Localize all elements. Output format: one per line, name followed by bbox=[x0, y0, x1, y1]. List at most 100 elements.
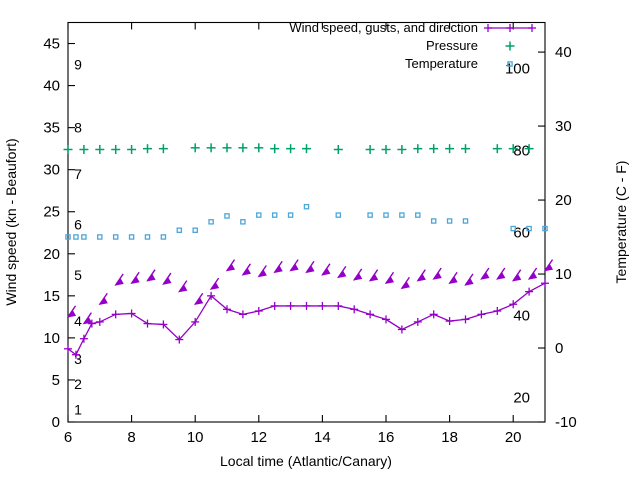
fahrenheit-scale-labels: 20 40 60 80 100 bbox=[505, 60, 530, 406]
wind-direction-arrowhead bbox=[480, 272, 490, 280]
wind-direction-arrowhead bbox=[130, 276, 140, 285]
data-point-marker bbox=[542, 225, 548, 232]
bottom-axis-ticks bbox=[67, 22, 514, 422]
legend-label: Pressure bbox=[426, 38, 478, 53]
data-point-marker bbox=[97, 234, 103, 240]
wind-direction-arrowhead bbox=[416, 273, 426, 282]
data-point-marker bbox=[367, 212, 373, 218]
y-axis-title: Wind speed (kn - Beaufort) bbox=[3, 138, 19, 305]
data-point-marker bbox=[287, 212, 294, 218]
wind-direction-arrowhead bbox=[336, 270, 347, 279]
data-point-marker bbox=[399, 212, 405, 218]
right-tick-label: 40 bbox=[555, 44, 572, 61]
wind-direction-arrowhead bbox=[257, 269, 267, 278]
data-point-marker bbox=[303, 203, 310, 210]
left-tick-label: 20 bbox=[43, 246, 60, 263]
series-wind-speed bbox=[64, 279, 549, 359]
data-point-marker bbox=[335, 212, 342, 218]
wind-direction-arrowhead bbox=[241, 267, 251, 276]
left-tick-label: 25 bbox=[43, 204, 60, 221]
wind-direction-arrowhead bbox=[305, 265, 315, 274]
left-tick-label: 10 bbox=[43, 330, 60, 347]
right-axis-tick-labels: -10 0 10 20 30 40 bbox=[555, 44, 577, 431]
beaufort-number: 4 bbox=[74, 313, 82, 329]
beaufort-number: 9 bbox=[74, 57, 82, 73]
beaufort-number: 8 bbox=[74, 120, 82, 136]
data-point-marker bbox=[128, 234, 135, 240]
data-point-marker bbox=[526, 225, 532, 232]
right-axis-ticks bbox=[538, 51, 545, 423]
plot-frame bbox=[67, 21, 546, 423]
left-axis-tick-labels: 0 5 10 15 20 25 30 35 40 45 bbox=[43, 36, 60, 431]
fahrenheit-label: 40 bbox=[513, 307, 530, 324]
wind-direction-arrowhead bbox=[98, 297, 108, 306]
beaufort-number: 6 bbox=[74, 216, 82, 232]
beaufort-number: 2 bbox=[74, 376, 82, 392]
right-tick-label: 10 bbox=[555, 266, 572, 283]
data-point-marker bbox=[507, 61, 513, 67]
data-point-marker bbox=[192, 227, 198, 233]
data-point-marker bbox=[176, 227, 183, 233]
data-point-marker bbox=[112, 234, 119, 240]
bottom-tick-label: 20 bbox=[505, 429, 522, 446]
wind-direction-arrowhead bbox=[289, 263, 299, 272]
bottom-tick-label: 16 bbox=[378, 429, 395, 446]
bottom-tick-label: 12 bbox=[250, 429, 267, 446]
data-point-marker bbox=[462, 218, 469, 224]
data-point-marker bbox=[160, 234, 167, 240]
series-temperature bbox=[65, 203, 548, 240]
data-point-marker bbox=[240, 219, 246, 225]
bottom-tick-label: 18 bbox=[441, 429, 458, 446]
beaufort-number: 1 bbox=[74, 401, 82, 417]
bottom-tick-label: 10 bbox=[187, 429, 204, 446]
legend-label: Wind speed, gusts, and direction bbox=[289, 20, 478, 35]
wind-direction-arrowhead bbox=[448, 276, 458, 285]
data-point-marker bbox=[271, 212, 278, 218]
wind-direction-arrowhead bbox=[66, 309, 77, 318]
wind-direction-arrowhead bbox=[321, 267, 331, 276]
data-point-marker bbox=[144, 234, 151, 240]
x-axis-title: Local time (Atlantic/Canary) bbox=[220, 453, 392, 469]
fahrenheit-label: 20 bbox=[513, 390, 530, 407]
data-point-marker bbox=[430, 218, 437, 224]
wind-direction-arrowhead bbox=[209, 282, 220, 290]
wind-direction-arrowhead bbox=[193, 297, 204, 306]
data-point-marker bbox=[65, 234, 71, 240]
series-pressure bbox=[63, 143, 534, 154]
wind-direction-arrowhead bbox=[368, 273, 379, 282]
series-wind-gusts-direction bbox=[66, 259, 554, 325]
bottom-axis-tick-labels: 6 8 10 12 14 16 18 20 bbox=[64, 429, 522, 446]
wind-direction-arrowhead bbox=[432, 272, 442, 280]
beaufort-number: 5 bbox=[74, 267, 82, 283]
wind-direction-arrowhead bbox=[495, 272, 506, 280]
data-point-marker bbox=[81, 234, 87, 240]
wind-direction-arrowhead bbox=[352, 272, 363, 281]
data-point-marker bbox=[73, 234, 79, 240]
left-tick-label: 35 bbox=[43, 120, 60, 137]
bottom-tick-label: 6 bbox=[64, 429, 72, 446]
data-point-marker bbox=[383, 212, 389, 218]
wind-direction-arrowhead bbox=[146, 273, 156, 282]
data-point-marker bbox=[510, 225, 516, 232]
bottom-tick-label: 8 bbox=[127, 429, 135, 446]
right-tick-label: 0 bbox=[555, 340, 563, 357]
beaufort-number: 7 bbox=[74, 166, 82, 182]
fahrenheit-label: 60 bbox=[513, 225, 530, 242]
wind-direction-arrowhead bbox=[543, 263, 554, 272]
wind-direction-arrowhead bbox=[400, 281, 410, 290]
right-tick-label: 20 bbox=[555, 192, 572, 209]
chart-legend: Wind speed, gusts, and direction Pressure… bbox=[289, 20, 536, 71]
right-tick-label: -10 bbox=[555, 414, 577, 431]
wind-direction-arrowhead bbox=[527, 272, 538, 280]
wind-direction-arrowhead bbox=[273, 265, 283, 274]
wind-direction-arrowhead bbox=[162, 277, 172, 285]
data-point-marker bbox=[224, 213, 230, 219]
data-point-marker bbox=[415, 212, 421, 218]
right-tick-label: 30 bbox=[555, 118, 572, 135]
beaufort-scale-labels: 1 2 3 4 5 6 7 8 9 bbox=[74, 57, 82, 418]
wind-direction-arrowhead bbox=[384, 276, 395, 285]
bottom-tick-label: 14 bbox=[314, 429, 331, 446]
wind-direction-arrowhead bbox=[177, 284, 188, 293]
